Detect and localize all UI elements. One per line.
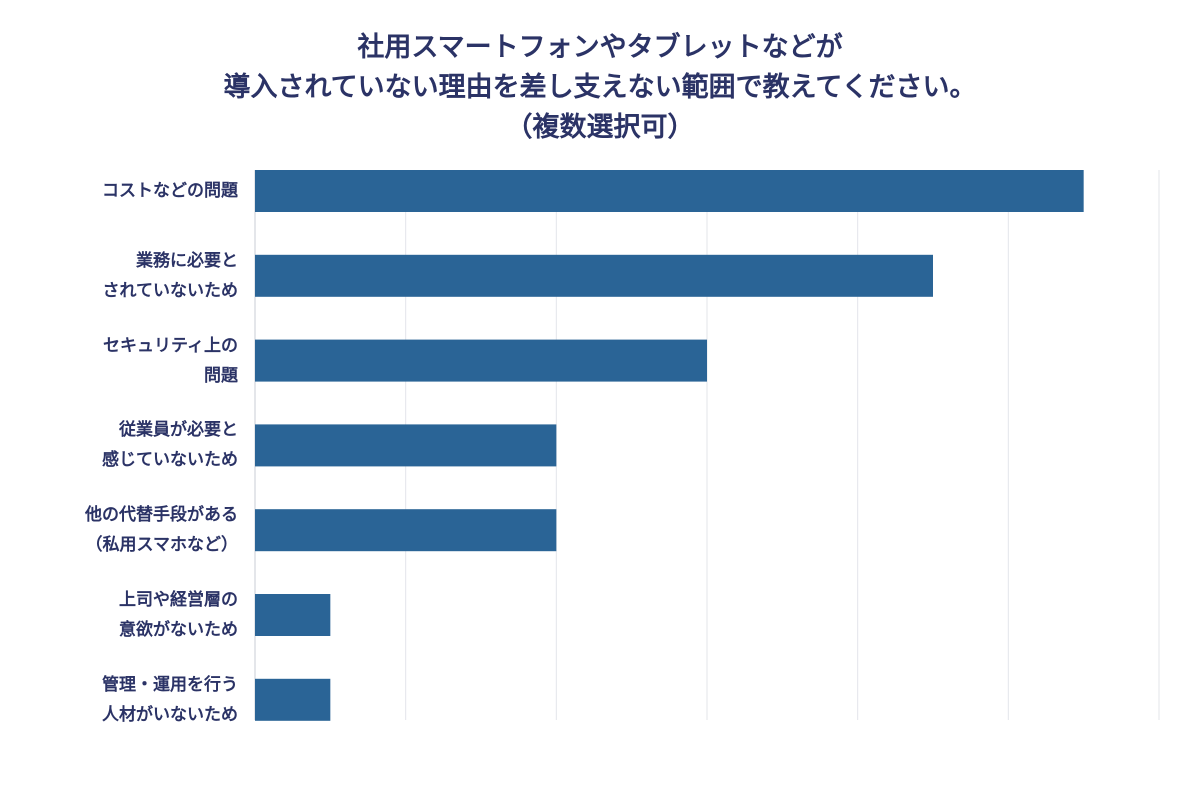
chart-title: 社用スマートフォンやタブレットなどが 導入されていない理由を差し支えない範囲で教… [0, 28, 1200, 148]
bar [255, 254, 933, 297]
category-label-line: 問題 [204, 365, 238, 386]
category-label: 管理・運用を行う 人材がいないため [102, 670, 238, 730]
bar [255, 678, 331, 721]
bar [255, 339, 707, 382]
category-label-line: 従業員が必要と [119, 420, 238, 441]
category-label-line: 上司や経営層の [119, 590, 238, 610]
category-label-line: されていないため [102, 280, 239, 301]
category-label-line: 管理・運用を行う [102, 674, 238, 695]
category-label-line: 意欲がないため [119, 620, 238, 640]
bar [255, 170, 1084, 212]
category-label-line: コストなどの問題 [102, 181, 238, 201]
category-label-line: 他の代替手段がある [85, 505, 238, 526]
chart-title-line-3: （複数選択可） [505, 112, 695, 143]
category-label-line: 人材がいないため [102, 704, 238, 725]
category-label: セキュリティ上の問題 [103, 331, 238, 391]
category-label: 業務に必要とされていないため [103, 246, 239, 306]
bar [255, 509, 557, 552]
bar [255, 594, 331, 636]
chart-title-line-2: 導入されていない理由を差し支えない範囲で教えてください。 [223, 72, 977, 103]
category-label-line: 業務に必要と [136, 250, 238, 271]
category-label-line: （私用スマホなど） [85, 535, 239, 556]
category-label: コストなどの問題 [102, 176, 238, 206]
category-label-line: 感じていないため [102, 450, 238, 471]
category-label-line: セキュリティ上の [103, 335, 238, 356]
category-label: 従業員が必要と感じていないため [102, 415, 238, 475]
category-label: 上司や経営層の 意欲がないため [119, 585, 238, 645]
category-label: 他の代替手段がある （私用スマホなど） [85, 500, 238, 560]
chart-title-line-1: 社用スマートフォンやタブレットなどが [357, 32, 843, 63]
bar [255, 424, 557, 467]
